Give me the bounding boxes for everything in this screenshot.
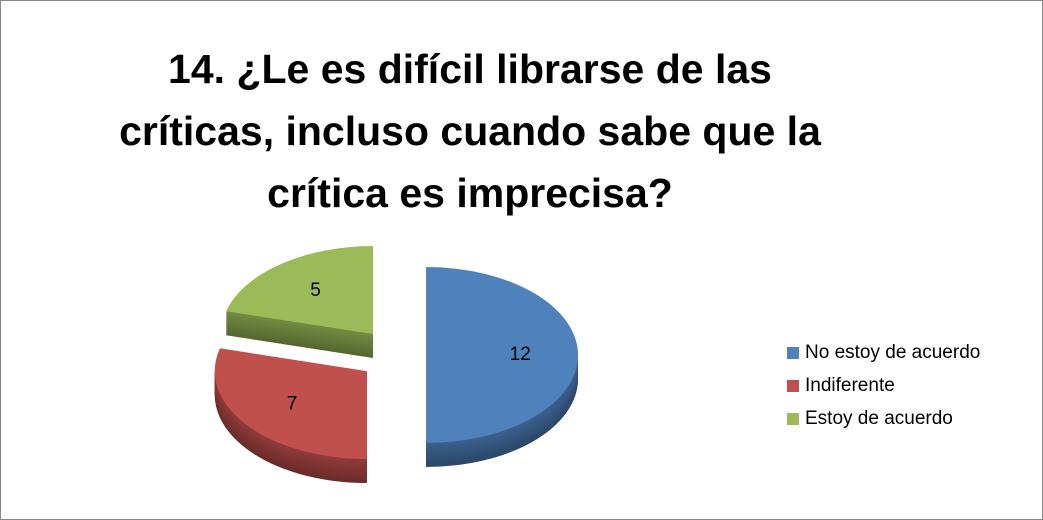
slice	[214, 348, 367, 460]
slice	[426, 267, 578, 443]
legend-label: Estoy de acuerdo	[805, 408, 953, 429]
legend-swatch	[787, 347, 799, 359]
slice	[226, 246, 373, 335]
data-label: 5	[310, 280, 321, 301]
data-label: 7	[287, 393, 298, 414]
legend-label: No estoy de acuerdo	[805, 342, 980, 363]
chart-title: 14. ¿Le es difícil librarse de las críti…	[119, 46, 821, 216]
legend-swatch	[787, 380, 799, 392]
legend-swatch	[787, 413, 799, 425]
data-label: 12	[510, 344, 531, 365]
legend-label: Indiferente	[805, 375, 895, 396]
